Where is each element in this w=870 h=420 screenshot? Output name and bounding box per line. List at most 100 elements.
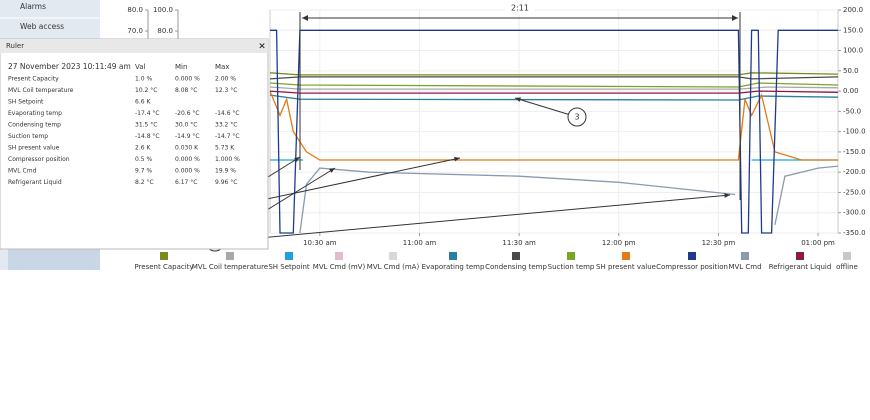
cell: -14.7 °C (215, 133, 240, 140)
cell: 31.5 °C (135, 122, 157, 129)
series-line (299, 165, 839, 234)
legend-swatch (796, 252, 804, 260)
arrow-head (454, 156, 460, 162)
legend-label[interactable]: MVL Coil temperature (192, 263, 268, 271)
cell: 12.3 °C (215, 87, 237, 94)
series-line (269, 90, 839, 94)
nav-item[interactable]: Alarms (20, 2, 46, 11)
row-name: Evaporating temp (8, 110, 62, 117)
row-name: Condensing temp (8, 122, 61, 129)
span-label: 2:11 (511, 4, 529, 13)
legend-label[interactable]: MVL Cmd (mA) (367, 263, 420, 271)
ruler-box (0, 38, 269, 250)
cell: -14.6 °C (215, 110, 240, 117)
series-line (269, 76, 839, 80)
row-name: Compressor position (8, 156, 70, 163)
legend-label[interactable]: Refrigerant Liquid (769, 263, 832, 271)
legend-label[interactable]: Compressor position (656, 263, 728, 271)
y-tick-label: -250.0 (843, 188, 866, 196)
callout-circle (567, 107, 587, 127)
column-header: Max (215, 63, 229, 71)
span-label-bg (505, 2, 535, 14)
y-tick-label: -200.0 (843, 168, 866, 176)
legend-label[interactable]: MVL Cmd (728, 263, 761, 271)
ruler-title: Ruler (6, 42, 24, 50)
series-line (269, 72, 839, 76)
cell: -20.6 °C (175, 110, 200, 117)
legend-swatch (160, 252, 168, 260)
series-line (270, 29, 838, 234)
cell: 0.030 K (175, 145, 199, 152)
row-name: MVL Cmd (8, 168, 37, 175)
legend-label[interactable]: MVL Cmd (mV) (313, 263, 366, 271)
arrow-head (294, 157, 300, 162)
legend-swatch (741, 252, 749, 260)
arrow-head (515, 97, 521, 102)
y-tick-label: 150.0 (843, 26, 863, 34)
sidebar-panel (8, 248, 100, 270)
series-line (269, 86, 839, 90)
cell: 2.00 % (215, 76, 236, 83)
plot-area (269, 9, 839, 234)
legend-swatch (226, 252, 234, 260)
legend-swatch (285, 252, 293, 260)
cell: 0.000 % (175, 76, 200, 83)
y-tick-label: -50.0 (843, 107, 861, 115)
legend-swatch (512, 252, 520, 260)
column-header: Val (135, 63, 146, 71)
cell: -17.4 °C (135, 110, 160, 117)
row-name: SH Setpoint (8, 99, 44, 106)
row-name: Suction temp (8, 133, 48, 140)
y-tick-label: -150.0 (843, 148, 866, 156)
legend-label[interactable]: Evaporating temp (422, 263, 485, 271)
legend-label[interactable]: offline (836, 263, 858, 271)
y-tick-label: 80.0 (157, 27, 173, 35)
cell: 9.96 °C (215, 179, 237, 186)
cell: 0.5 % (135, 156, 152, 163)
ruler-header (0, 39, 268, 53)
cell: 0.000 % (175, 168, 200, 175)
series-line (269, 94, 839, 101)
callout-arrow (514, 97, 578, 118)
x-tick-label: 12:30 pm (702, 239, 736, 247)
legend-label[interactable]: Present Capacity (134, 263, 193, 271)
legend-label[interactable]: Condensing temp (485, 263, 547, 271)
y-tick-label: -100.0 (843, 128, 866, 136)
legend-swatch (567, 252, 575, 260)
legend-label[interactable]: SH present value (596, 263, 656, 271)
x-tick-label: 12:00 pm (602, 239, 636, 247)
y-tick-label: 100.0 (153, 6, 173, 14)
arrow-head (329, 168, 335, 173)
legend-swatch (449, 252, 457, 260)
legend-label[interactable]: Suction temp (548, 263, 595, 271)
close-button[interactable]: × (258, 42, 266, 52)
row-name: MVL Coil temperature (8, 87, 74, 94)
cell: -14.9 °C (175, 133, 200, 140)
cell: 2.6 K (135, 145, 151, 152)
x-tick-label: 01:00 pm (801, 239, 835, 247)
nav-item[interactable]: Web access (20, 22, 64, 31)
cell: 9.7 % (135, 168, 152, 175)
row-name: Refrigerant Liquid (8, 179, 62, 186)
series-line (269, 82, 839, 88)
y-tick-label: -300.0 (843, 209, 866, 217)
cell: 8.2 °C (135, 179, 154, 186)
y-tick-label: 50.0 (843, 67, 859, 75)
y-tick-label: 200.0 (843, 6, 863, 14)
x-tick-label: 10:30 am (303, 239, 337, 247)
cell: 1.0 % (135, 76, 152, 83)
arrow-head (724, 193, 730, 198)
cell: 1.000 % (215, 156, 240, 163)
legend-swatch (622, 252, 630, 260)
legend-swatch (335, 252, 343, 260)
cell: 5.73 K (215, 145, 235, 152)
y-tick-label: 70.0 (127, 27, 143, 35)
cell: 6.17 °C (175, 179, 197, 186)
x-tick-label: 11:00 am (403, 239, 437, 247)
callout-label: 3 (574, 113, 579, 122)
legend-label[interactable]: SH Setpoint (268, 263, 310, 271)
y-tick-label: 0.00 (843, 87, 859, 95)
callout-arrow (214, 194, 731, 243)
